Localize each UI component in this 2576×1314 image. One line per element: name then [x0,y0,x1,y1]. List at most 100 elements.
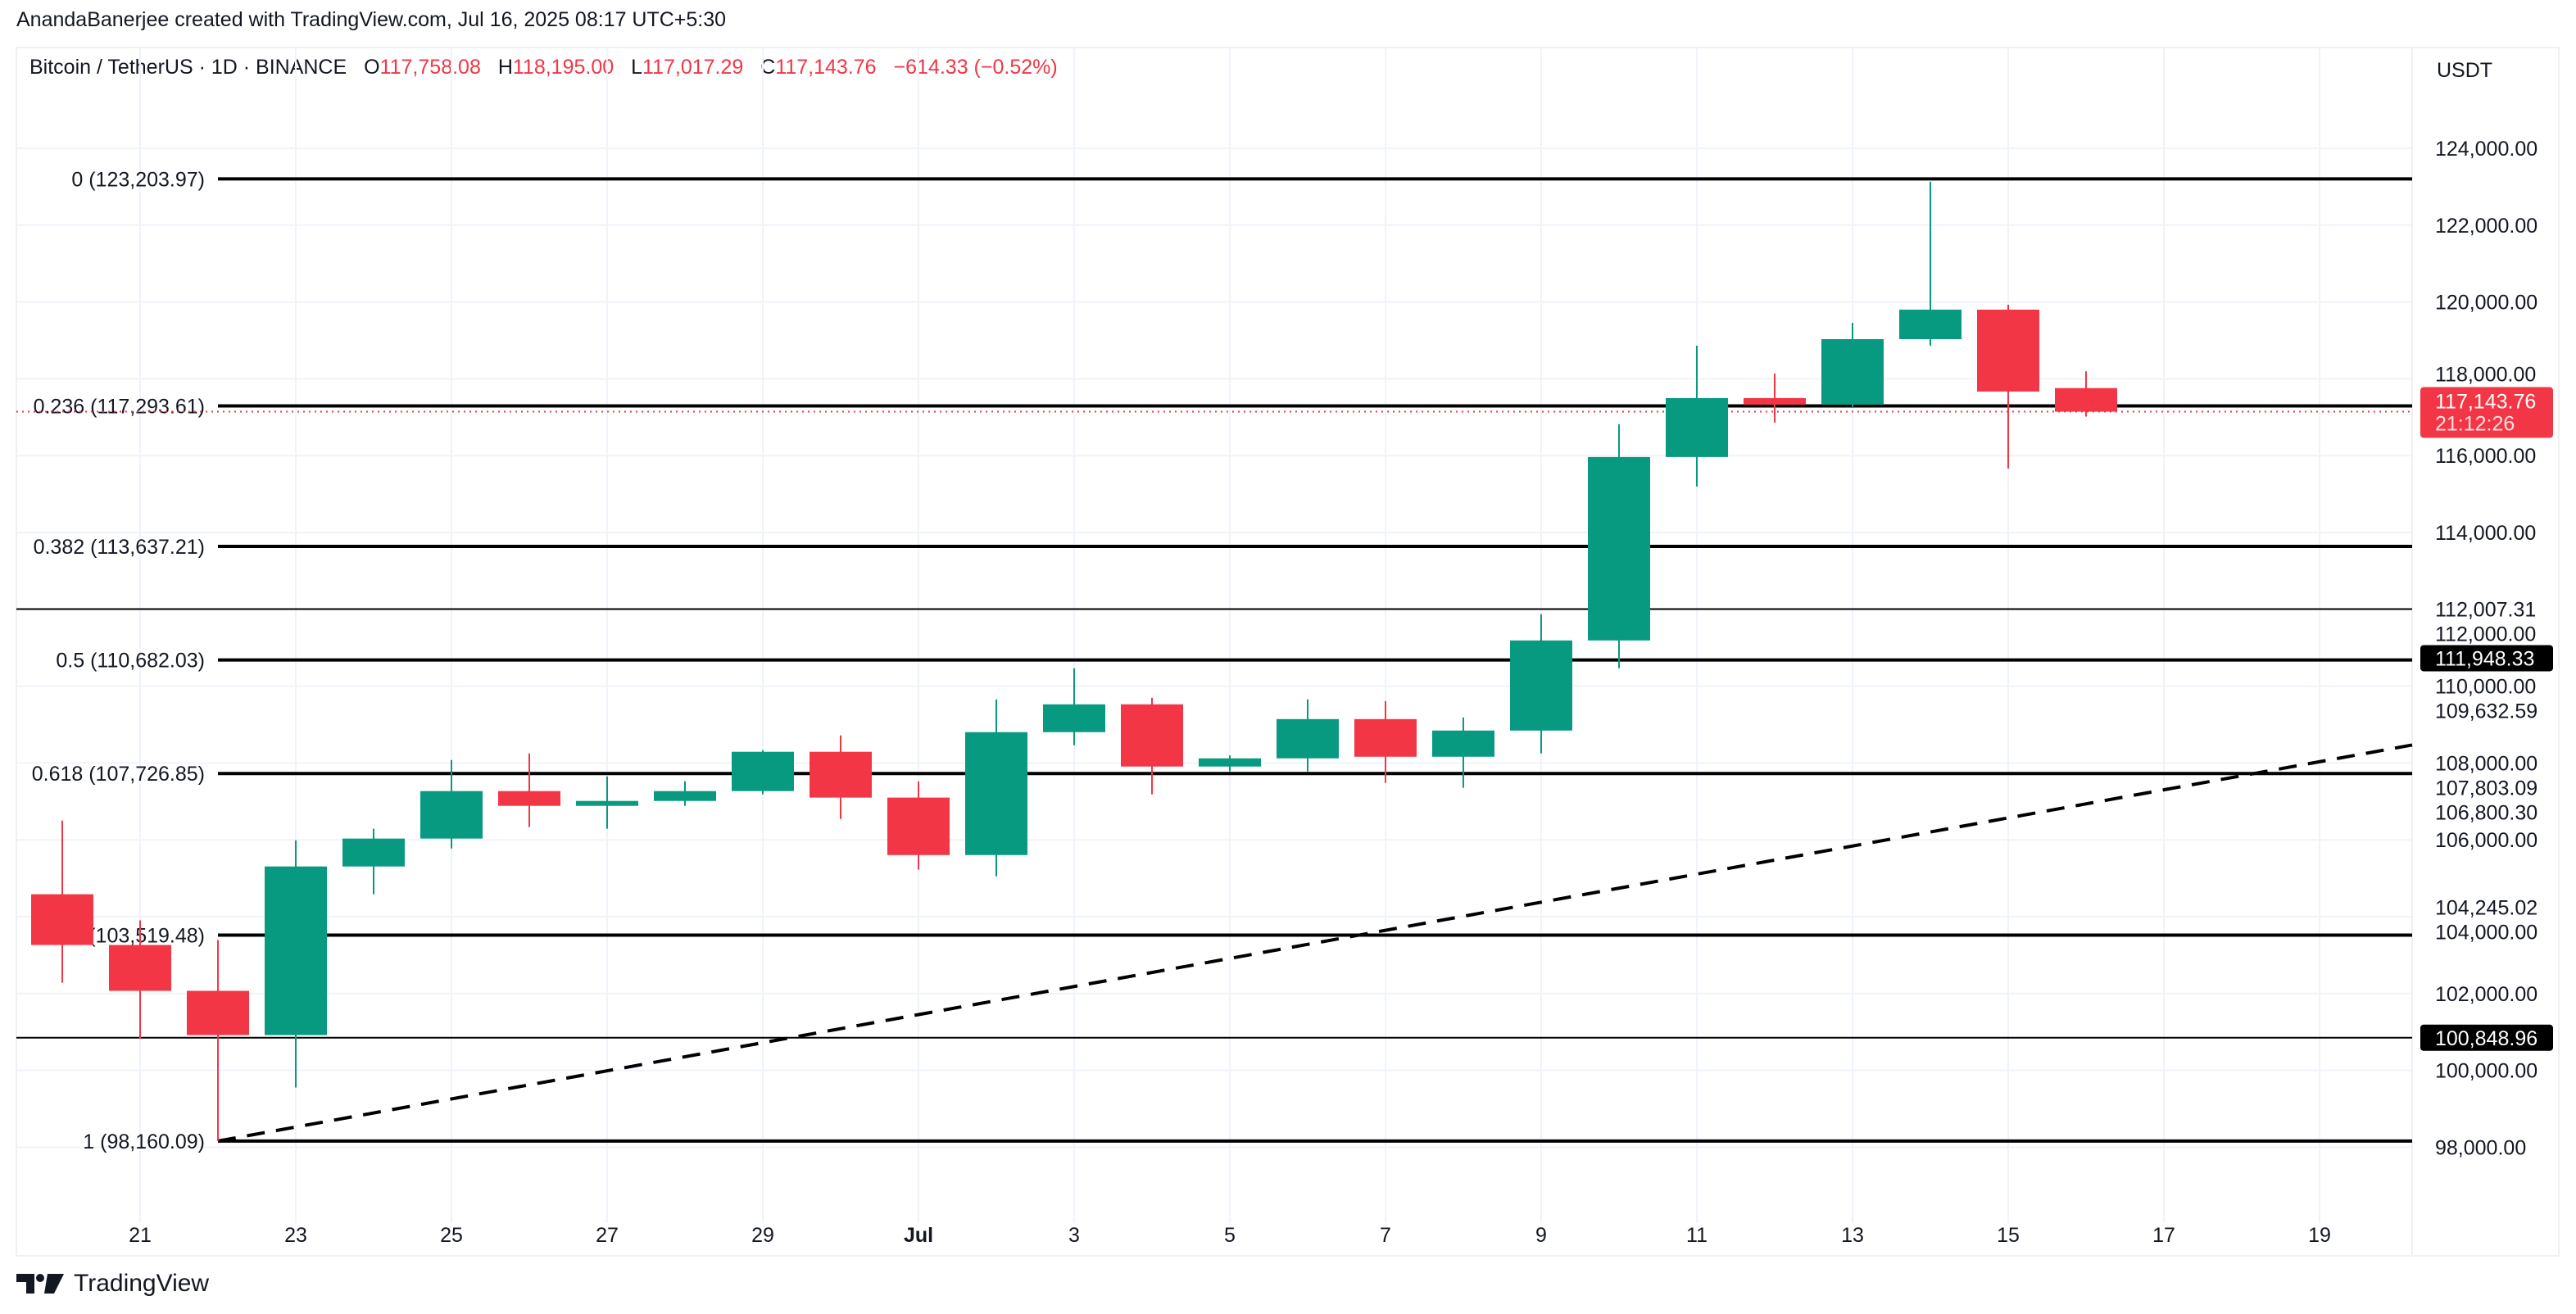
time-tick-label: 27 [596,1224,619,1247]
candle-body [1821,338,1884,405]
candle-body [420,791,483,839]
candle-body [887,797,950,855]
candle-body [31,894,93,945]
candle-body [2055,387,2117,412]
open-value: 117,758.08 [379,56,481,79]
time-tick-label: 13 [1841,1224,1864,1247]
time-tick-label: 7 [1380,1224,1391,1247]
time-tick-label: 9 [1535,1224,1547,1247]
candle-body [576,800,638,806]
low-label: L [631,56,643,79]
candle-body [1432,730,1494,757]
price-badge [2420,1024,2553,1051]
candle-body [654,791,716,801]
price-tick-label: 118,000.00 [2435,364,2536,387]
candles [31,181,2117,1141]
price-tick-label: 102,000.00 [2435,983,2537,1006]
high-value: 118,195.00 [512,56,615,79]
chart-border [16,47,2560,1257]
fib-level-label: 0.618 (107,726.85) [32,763,205,786]
candle-body [1744,397,1806,405]
close-value: 117,143.76 [775,56,877,79]
fib-level-label: 0.5 (110,682.03) [56,650,205,673]
candle-body [810,751,872,798]
candle-body [1977,309,2039,392]
open-label: O [364,56,380,79]
candle-body [1277,718,1339,759]
trendline [217,743,2413,1143]
time-tick-label: 15 [1997,1224,2020,1247]
candle-body [1510,640,1572,731]
horizontal-lines [16,410,2412,1039]
candle-body [1043,704,1105,732]
candle-body [1588,456,1650,641]
price-tick-label: 112,000.00 [2435,623,2536,646]
symbol-name[interactable]: Bitcoin / TetherUS · 1D · BINANCE [29,56,347,79]
time-axis: 21 23 25 27 29 Jul 3 5 7 9 11 13 15 17 19 [129,1224,2331,1247]
price-label: 107,803.09 [2435,777,2537,800]
currency-label[interactable]: USDT [2437,59,2493,82]
price-tick-label: 104,000.00 [2435,922,2537,945]
candle-body [732,751,794,791]
candle-body [1199,758,1261,767]
candle-body [1121,704,1183,767]
price-badge [2420,645,2553,672]
price-label: 109,632.59 [2435,700,2537,723]
price-tick-label: 120,000.00 [2435,292,2537,315]
time-tick-label: 3 [1068,1224,1080,1247]
candle-body [498,791,560,806]
price-tick-label: 100,000.00 [2435,1060,2537,1083]
price-tick-label: 108,000.00 [2435,752,2537,775]
price-tick-label: 122,000.00 [2435,215,2537,238]
price-tick-label: 110,000.00 [2435,676,2536,699]
candle-body [965,732,1027,855]
chart-frame [16,47,2560,1257]
candle-body [109,945,171,991]
time-tick-label: 29 [751,1224,774,1247]
fib-level-label: 0.382 (113,637.21) [34,536,205,559]
price-tick-label: 114,000.00 [2435,522,2536,545]
tradingview-logo[interactable]: TradingView [16,1270,209,1298]
fib-level-label: 0.236 (117,293.61) [34,396,205,419]
price-label: 112,007.31 [2435,598,2536,621]
fib-level-label: 0 (123,203.97) [71,168,205,191]
fib-retracement: 0 (123,203.97) 0.236 (117,293.61) 0.382 (1… [32,168,2412,1153]
price-tick-label: 106,000.00 [2435,829,2537,852]
time-tick-label: 19 [2308,1224,2331,1247]
candle-body [1666,397,1728,457]
time-tick-label: 17 [2152,1224,2175,1247]
fib-level-label: 1 (98,160.09) [83,1130,205,1153]
price-tick-label: 124,000.00 [2435,138,2537,161]
high-label: H [497,56,513,79]
trendline-dashed [217,743,2413,1143]
price-tick-label: 116,000.00 [2435,445,2536,468]
chart-credit: AnandaBanerjee created with TradingView.… [16,8,727,31]
price-badge-label: 100,848.96 [2435,1027,2537,1050]
last-price-badge [2420,387,2553,438]
grid [16,48,2412,1223]
tradingview-logo-text: TradingView [74,1270,210,1297]
bar-countdown-label: 21:12:26 [2435,413,2515,436]
time-tick-label: 23 [284,1224,307,1247]
time-tick-label: 11 [1686,1224,1708,1247]
price-label: 104,245.02 [2435,897,2537,920]
time-tick-label: 21 [129,1224,152,1247]
candle-body [187,990,249,1035]
time-tick-label: 5 [1224,1224,1236,1247]
price-badge-label: 111,948.33 [2435,647,2534,670]
tradingview-logo-icon [16,1274,64,1294]
last-price-label: 117,143.76 [2435,391,2536,414]
symbol-legend: Bitcoin / TetherUS · 1D · BINANCE O117,7… [29,56,1058,79]
low-value: 117,017.29 [642,56,744,79]
time-tick-label: 25 [440,1224,463,1247]
price-axis: 124,000.00 122,000.00 120,000.00 118,000.00… [2420,138,2553,1159]
candle-body [265,866,327,1035]
price-tick-label: 98,000.00 [2435,1136,2526,1159]
candle-body [342,838,405,867]
time-tick-label: Jul [904,1224,933,1247]
price-label: 106,800.30 [2435,801,2537,824]
candle-body [1354,718,1417,757]
change-value: −614.33 (−0.52%) [893,56,1058,79]
candle-body [1899,309,1961,339]
